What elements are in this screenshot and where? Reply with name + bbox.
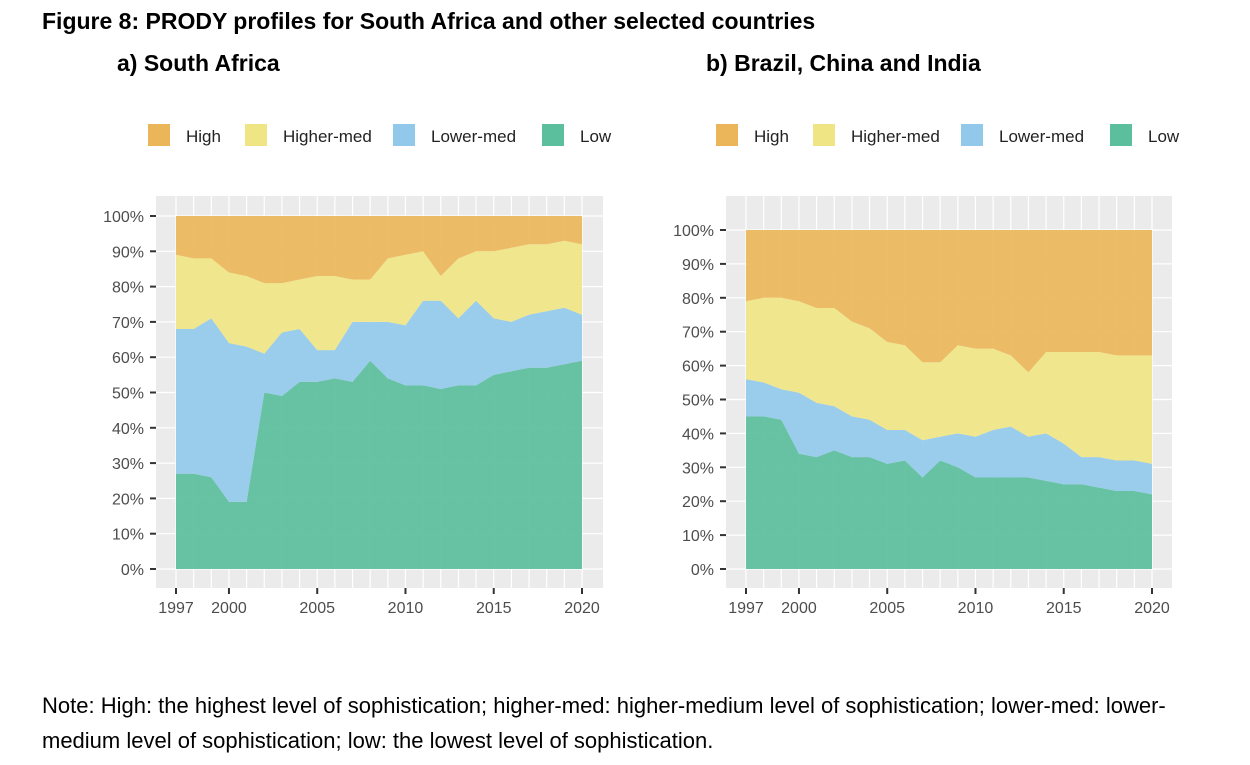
figure-title: Figure 8: PRODY profiles for South Afric… <box>42 8 816 34</box>
legend-label-high: High <box>754 127 789 146</box>
x-tick-label: 2015 <box>476 600 512 617</box>
x-tick-label: 2000 <box>211 600 247 617</box>
x-tick-label: 2010 <box>958 600 994 617</box>
x-tick-label: 2010 <box>388 600 424 617</box>
legend-swatch-high <box>716 124 738 146</box>
legend-swatch-low <box>1110 124 1132 146</box>
y-tick-label: 20% <box>682 494 714 511</box>
area-series-higher-med <box>176 240 582 354</box>
legend-label-lower-med: Lower-med <box>431 127 516 146</box>
x-tick-label: 2015 <box>1046 600 1082 617</box>
x-tick-label: 2000 <box>781 600 817 617</box>
legend: High Higher-med Lower-med Low <box>148 124 612 146</box>
y-tick-label: 10% <box>112 527 144 544</box>
legend-swatch-low <box>542 124 564 146</box>
area-series-high <box>746 230 1152 373</box>
area-series-high <box>176 216 582 284</box>
y-tick-label: 0% <box>121 562 144 579</box>
x-tick-label: 2020 <box>1134 600 1170 617</box>
legend-swatch-lower-med <box>393 124 415 146</box>
y-tick-label: 10% <box>682 528 714 545</box>
legend: High Higher-med Lower-med Low <box>716 124 1180 146</box>
y-tick-label: 60% <box>682 359 714 376</box>
area-series-low <box>176 360 582 569</box>
legend-label-low: Low <box>580 127 612 146</box>
y-tick-label: 100% <box>673 223 714 240</box>
chart-panel-a: 0% 10% 20% 30% 40% 50% 60% 70% 80% 90% 100% 1997 200… <box>103 124 612 617</box>
y-tick-label: 70% <box>682 325 714 342</box>
y-tick-label: 20% <box>112 491 144 508</box>
figure-note: Note: High: the highest level of sophist… <box>42 693 1166 753</box>
charts-canvas: 0% 10% 20% 30% 40% 50% 60% 70% 80% 90% 100% 1997 200… <box>103 124 1180 617</box>
legend-label-low: Low <box>1148 127 1180 146</box>
x-tick-label: 1997 <box>158 600 194 617</box>
y-tick-label: 40% <box>112 421 144 438</box>
area-series-lower-med <box>746 379 1152 495</box>
y-tick-label: 80% <box>112 280 144 297</box>
x-tick-label: 1997 <box>728 600 764 617</box>
legend-label-lower-med: Lower-med <box>999 127 1084 146</box>
y-tick-label: 30% <box>112 456 144 473</box>
x-tick-label: 2020 <box>564 600 600 617</box>
panel-b-title: b) Brazil, China and India <box>706 50 981 76</box>
y-tick-label: 0% <box>691 562 714 579</box>
y-tick-label: 70% <box>112 315 144 332</box>
x-tick-label: 2005 <box>299 600 335 617</box>
legend-label-higher-med: Higher-med <box>283 127 372 146</box>
y-tick-label: 40% <box>682 426 714 443</box>
x-tick-label: 2005 <box>869 600 905 617</box>
legend-swatch-higher-med <box>245 124 267 146</box>
y-tick-label: 30% <box>682 460 714 477</box>
y-tick-label: 60% <box>112 350 144 367</box>
y-tick-label: 90% <box>682 257 714 274</box>
legend-label-high: High <box>186 127 221 146</box>
y-tick-label: 100% <box>103 209 144 226</box>
chart-panel-b: 0% 10% 20% 30% 40% 50% 60% 70% 80% 90% 100% 1997 200… <box>673 124 1180 617</box>
legend-swatch-high <box>148 124 170 146</box>
legend-swatch-lower-med <box>961 124 983 146</box>
panel-a-title: a) South Africa <box>117 50 280 76</box>
area-series-lower-med <box>176 300 582 502</box>
legend-swatch-higher-med <box>813 124 835 146</box>
legend-label-higher-med: Higher-med <box>851 127 940 146</box>
y-tick-label: 50% <box>682 393 714 410</box>
area-series-low <box>746 416 1152 569</box>
y-tick-label: 90% <box>112 244 144 261</box>
y-tick-label: 50% <box>112 386 144 403</box>
area-series-higher-med <box>746 297 1152 464</box>
y-tick-label: 80% <box>682 291 714 308</box>
